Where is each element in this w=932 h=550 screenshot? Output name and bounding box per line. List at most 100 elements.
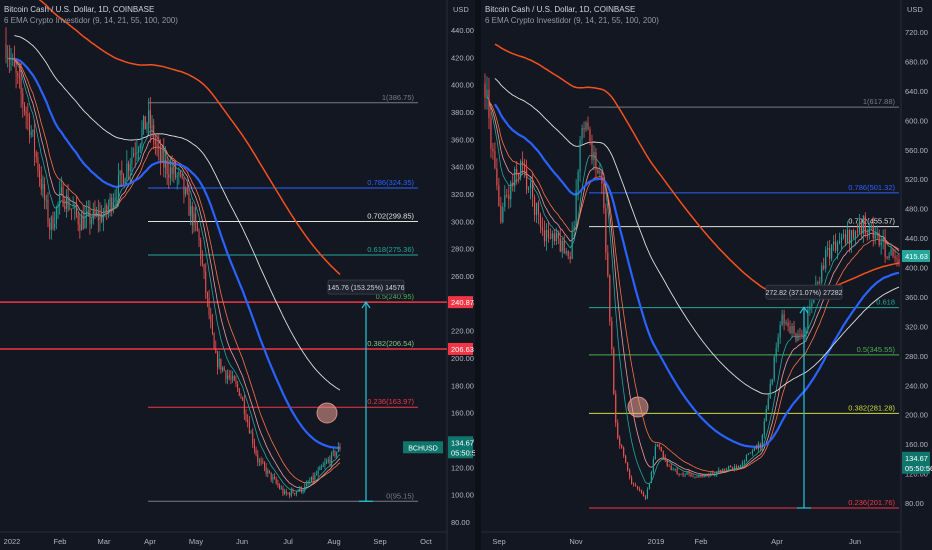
candle-body: [23, 104, 25, 112]
candle-body: [890, 249, 892, 256]
chart-header-left: Bitcoin Cash / U.S. Dollar, 1D, COINBASE…: [4, 4, 178, 26]
candle-body: [660, 446, 662, 452]
candle-body: [553, 233, 555, 241]
indicator-label: 6 EMA Crypto Investidor (9, 14, 21, 55, …: [4, 16, 178, 25]
candle-body: [97, 212, 99, 221]
candle-body: [284, 491, 286, 494]
candle-body: [225, 370, 227, 379]
candle-body: [698, 475, 700, 478]
candle-body: [195, 213, 197, 223]
candle-body: [537, 202, 540, 215]
candle-body: [759, 443, 761, 448]
candle-body: [47, 199, 49, 223]
candle-body: [200, 240, 202, 260]
candle-body: [255, 449, 257, 455]
candle-body: [148, 110, 150, 124]
candle-body: [331, 452, 333, 464]
candle-body: [65, 195, 67, 209]
candle-body: [133, 153, 135, 157]
candle-body: [545, 229, 547, 242]
chart-panel-right[interactable]: USD 720.00 680.00 640.00 600.00 560.00 520.00 4…: [481, 0, 932, 550]
candle-body: [314, 474, 316, 480]
candle-body: [126, 163, 128, 179]
candle-body: [696, 476, 698, 478]
y-tick-label: 200.00: [451, 354, 474, 363]
candle-body: [326, 461, 328, 464]
candle-body: [116, 197, 118, 199]
candle-body: [279, 485, 281, 489]
candle-body: [751, 450, 754, 454]
y-tick-label: 440.00: [905, 234, 928, 243]
ema-21-line: [10, 58, 341, 484]
candle-body: [630, 477, 633, 484]
candle-body: [714, 474, 716, 476]
candle-body: [559, 238, 561, 252]
candle-body: [203, 264, 205, 272]
candle-body: [269, 470, 271, 473]
y-tick-label: 80.00: [451, 518, 470, 527]
candle-body: [292, 489, 294, 493]
candle-body: [32, 130, 34, 132]
ema-14-line: [488, 99, 900, 475]
candle-body: [25, 111, 27, 115]
candle-body: [757, 443, 759, 450]
candle-body: [492, 148, 494, 152]
candle-body: [164, 159, 166, 168]
candle-body: [54, 223, 56, 229]
candle-body: [274, 476, 276, 479]
x-tick-label: Sep: [492, 537, 505, 546]
candle-body: [15, 66, 17, 73]
candle-body: [763, 421, 765, 435]
candle-body: [688, 471, 690, 475]
candle-body: [747, 453, 750, 455]
candle-body: [277, 483, 279, 486]
candle-body: [789, 326, 791, 334]
candle-body: [502, 207, 504, 223]
candle-body: [334, 451, 336, 456]
candle-body: [309, 481, 311, 484]
candle-body: [159, 146, 161, 162]
candle-body: [8, 57, 10, 61]
candle-body: [201, 259, 203, 265]
candle-body: [569, 256, 571, 260]
y-tick-label: 400.00: [905, 264, 928, 273]
candle-body: [235, 380, 237, 384]
candle-body: [700, 475, 702, 477]
candle-body: [860, 221, 862, 234]
y-tick-label: 80.00: [905, 499, 924, 508]
x-tick-label: Jun: [849, 537, 861, 546]
candle-body: [613, 349, 615, 394]
candle-body: [280, 488, 282, 490]
candle-body: [216, 352, 218, 368]
candle-body: [112, 202, 114, 210]
x-tick-label: Mar: [98, 537, 111, 546]
x-tick-label: Jul: [283, 537, 293, 546]
candle-body: [539, 214, 542, 228]
candle-body: [161, 150, 163, 162]
candle-body: [67, 195, 69, 209]
candle-body: [529, 183, 532, 189]
candle-body: [220, 358, 222, 370]
candle-body: [597, 169, 599, 173]
candle-body: [39, 171, 41, 179]
candle-body: [823, 265, 825, 269]
candle-body: [852, 229, 855, 239]
candle-body: [611, 321, 613, 350]
candle-body: [615, 393, 617, 423]
candle-body: [520, 161, 522, 177]
candle-body: [238, 388, 240, 396]
candle-body: [74, 205, 76, 209]
y-tick-label: 260.00: [451, 272, 474, 281]
candle-body: [593, 151, 595, 161]
fib-label: 1(617.88): [863, 97, 896, 106]
candle-body: [94, 209, 96, 215]
candle-body: [567, 251, 569, 257]
chart-canvas-right[interactable]: USD 720.00 680.00 640.00 600.00 560.00 520.00 4…: [481, 0, 932, 550]
y-tick-label: 680.00: [905, 57, 928, 66]
candle-body: [609, 275, 611, 322]
panel-separator[interactable]: [475, 0, 481, 550]
chart-canvas-left[interactable]: USD 440.00 420.00 400.00 380.00 360.00 340.00 3…: [0, 0, 475, 550]
fib-label: 0.5(240.95): [376, 292, 415, 301]
candle-body: [541, 227, 544, 231]
chart-panel-left[interactable]: USD 440.00 420.00 400.00 380.00 360.00 340.00 3…: [0, 0, 475, 550]
